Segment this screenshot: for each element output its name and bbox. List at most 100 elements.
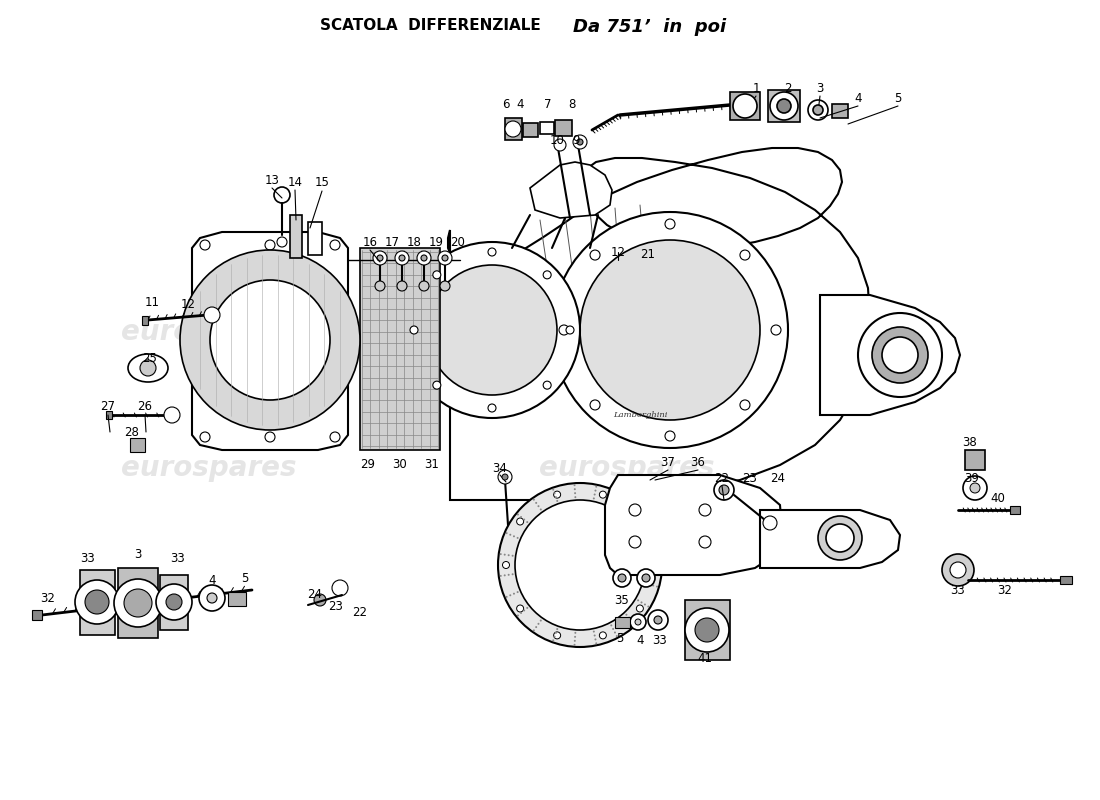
Text: 9: 9 (572, 134, 580, 146)
Circle shape (417, 251, 431, 265)
Circle shape (377, 255, 383, 261)
Circle shape (552, 489, 554, 490)
Circle shape (538, 623, 539, 625)
Circle shape (442, 255, 448, 261)
Circle shape (543, 381, 551, 389)
Circle shape (647, 564, 649, 566)
Circle shape (499, 575, 502, 577)
Text: 13: 13 (265, 174, 279, 186)
Text: 3: 3 (134, 549, 142, 562)
Text: 22: 22 (715, 471, 729, 485)
Circle shape (763, 516, 777, 530)
Circle shape (950, 562, 966, 578)
Circle shape (659, 564, 661, 566)
Circle shape (399, 255, 405, 261)
Text: 12: 12 (180, 298, 196, 311)
Text: 35: 35 (615, 594, 629, 606)
Circle shape (543, 271, 551, 279)
Circle shape (404, 242, 580, 418)
Circle shape (808, 100, 828, 120)
Circle shape (395, 251, 409, 265)
Circle shape (610, 624, 613, 626)
Text: 39: 39 (965, 471, 979, 485)
Circle shape (204, 307, 220, 323)
Circle shape (440, 281, 450, 291)
Circle shape (554, 632, 557, 634)
Text: 12: 12 (610, 246, 626, 258)
Circle shape (513, 535, 515, 538)
Polygon shape (308, 222, 322, 255)
Text: 30: 30 (393, 458, 407, 471)
Circle shape (432, 271, 441, 279)
Polygon shape (160, 575, 188, 630)
Text: 26: 26 (138, 401, 153, 414)
Circle shape (858, 313, 942, 397)
Text: 15: 15 (315, 177, 329, 190)
Circle shape (508, 554, 509, 556)
Text: 40: 40 (991, 491, 1005, 505)
Ellipse shape (128, 354, 168, 382)
Circle shape (419, 281, 429, 291)
Polygon shape (142, 316, 148, 325)
Circle shape (499, 553, 502, 555)
Text: eurospares: eurospares (539, 454, 715, 482)
Polygon shape (1010, 506, 1020, 514)
Circle shape (498, 483, 662, 647)
Text: 23: 23 (742, 471, 758, 485)
Circle shape (942, 554, 974, 586)
Text: 41: 41 (697, 651, 713, 665)
Circle shape (517, 514, 519, 515)
Circle shape (580, 240, 760, 420)
Text: 10: 10 (550, 134, 564, 146)
Circle shape (517, 614, 519, 617)
Polygon shape (130, 438, 145, 452)
Circle shape (637, 569, 654, 587)
Circle shape (124, 589, 152, 617)
Circle shape (635, 619, 641, 625)
Text: 3: 3 (816, 82, 824, 94)
Circle shape (498, 470, 512, 484)
Circle shape (594, 634, 595, 637)
Text: 17: 17 (385, 235, 399, 249)
Circle shape (685, 608, 729, 652)
Circle shape (594, 490, 596, 491)
Circle shape (594, 494, 595, 495)
Circle shape (517, 518, 524, 525)
Circle shape (438, 251, 452, 265)
Circle shape (156, 584, 192, 620)
Circle shape (698, 536, 711, 548)
Circle shape (488, 404, 496, 412)
Polygon shape (768, 90, 800, 122)
Circle shape (506, 532, 507, 534)
Text: 33: 33 (950, 583, 966, 597)
Circle shape (373, 251, 387, 265)
Circle shape (517, 537, 518, 539)
Circle shape (777, 99, 791, 113)
Circle shape (114, 579, 162, 627)
Text: 38: 38 (962, 435, 978, 449)
Text: 36: 36 (691, 455, 705, 469)
Polygon shape (615, 617, 630, 628)
Text: 19: 19 (429, 235, 443, 249)
Circle shape (618, 574, 626, 582)
Circle shape (432, 381, 441, 389)
Polygon shape (540, 122, 554, 134)
Circle shape (532, 630, 535, 631)
Circle shape (515, 500, 645, 630)
Polygon shape (505, 118, 522, 140)
Text: 31: 31 (425, 458, 439, 471)
Circle shape (826, 524, 854, 552)
Circle shape (612, 500, 614, 502)
Circle shape (207, 593, 217, 603)
Circle shape (538, 505, 539, 507)
Text: SCATOLA  DIFFERENZIALE: SCATOLA DIFFERENZIALE (320, 18, 540, 33)
Circle shape (590, 400, 600, 410)
Polygon shape (820, 295, 960, 415)
Text: 33: 33 (170, 551, 186, 565)
Circle shape (199, 585, 226, 611)
Circle shape (651, 564, 653, 566)
Text: 32: 32 (41, 591, 55, 605)
Text: 5: 5 (616, 631, 624, 645)
Circle shape (265, 432, 275, 442)
Circle shape (566, 326, 574, 334)
